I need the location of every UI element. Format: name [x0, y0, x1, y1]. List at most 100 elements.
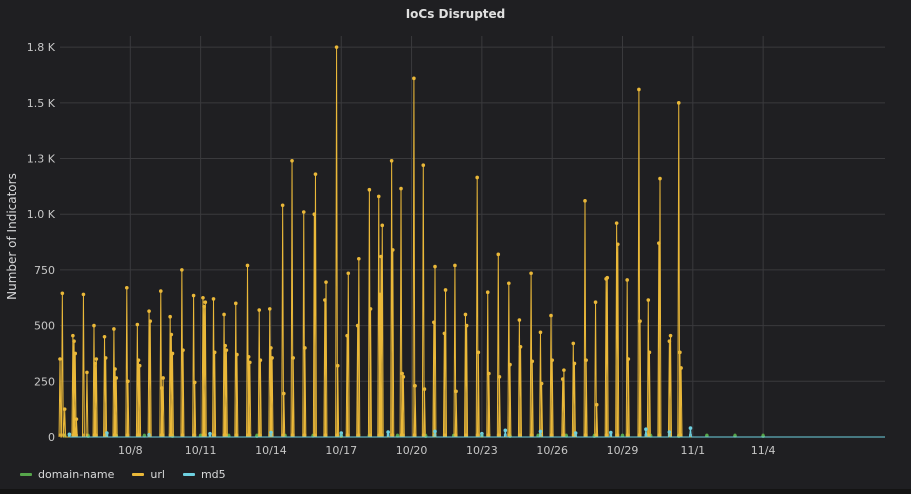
baseline-point-url	[282, 433, 286, 437]
point-url	[269, 346, 273, 350]
baseline-point-domain-name	[733, 433, 737, 437]
x-tick-label: 10/11	[185, 444, 217, 457]
baseline-point-url	[595, 433, 599, 437]
baseline-point-url	[476, 433, 480, 437]
baseline-point-md5	[503, 433, 507, 437]
baseline-point-url	[248, 433, 252, 437]
baseline-point-url	[454, 433, 458, 437]
point-url	[71, 333, 75, 338]
point-url	[379, 254, 383, 259]
point-url	[246, 355, 251, 359]
point-url	[391, 248, 395, 252]
point-url	[368, 307, 373, 311]
point-md5	[667, 430, 672, 434]
point-url	[443, 288, 448, 292]
point-url	[678, 350, 682, 355]
baseline-point-domain-name	[142, 433, 146, 437]
x-tick-label: 10/17	[325, 444, 357, 457]
baseline-point-url	[336, 433, 340, 437]
point-url	[518, 344, 523, 349]
point-url	[389, 158, 394, 163]
point-url	[530, 359, 535, 364]
baseline-point-md5	[688, 433, 692, 437]
baseline-point-url	[203, 433, 207, 437]
point-url	[270, 356, 274, 360]
baseline-point-url	[519, 433, 523, 437]
x-tick-label: 10/29	[607, 444, 639, 457]
point-url	[378, 292, 382, 297]
point-url	[496, 252, 501, 257]
baseline-point-url	[497, 433, 501, 437]
point-url	[571, 341, 576, 346]
baseline-point-url	[369, 433, 373, 437]
baseline-point-md5	[609, 433, 613, 437]
point-url	[679, 366, 683, 370]
baseline-point-url	[638, 433, 642, 437]
baseline-point-url	[193, 433, 197, 437]
point-url	[258, 358, 263, 362]
baseline-point-domain-name	[621, 433, 624, 437]
point-url	[560, 377, 565, 381]
point-url	[92, 323, 96, 328]
x-tick-label: 10/26	[536, 444, 568, 457]
point-url	[222, 312, 226, 317]
point-url	[412, 76, 416, 81]
point-url	[291, 356, 296, 360]
point-url	[324, 280, 328, 284]
baseline-point-md5	[480, 433, 484, 437]
point-url	[658, 176, 662, 181]
point-url	[453, 263, 457, 268]
x-tick-label: 10/20	[396, 444, 428, 457]
point-url	[432, 320, 436, 325]
baseline-point-url	[616, 433, 620, 437]
point-url	[301, 210, 306, 214]
y-tick-label: 1.5 K	[27, 97, 56, 110]
legend-item-domain-name[interactable]: domain-name	[20, 468, 114, 481]
baseline-point-md5	[644, 433, 648, 437]
point-url	[211, 297, 216, 301]
point-url	[136, 358, 141, 362]
point-url	[549, 313, 553, 318]
point-url	[224, 348, 229, 352]
y-tick-label: 1.0 K	[27, 208, 56, 221]
legend-item-url[interactable]: url	[132, 468, 165, 481]
point-url	[454, 389, 458, 394]
point-url	[367, 187, 372, 192]
point-url	[323, 298, 327, 302]
point-url	[113, 367, 117, 371]
legend-item-md5[interactable]: md5	[182, 468, 226, 481]
baseline-point-url	[126, 433, 130, 437]
baseline-point-url	[391, 433, 395, 437]
point-url	[593, 300, 598, 305]
point-url	[282, 391, 286, 396]
point-url	[81, 292, 86, 297]
point-md5	[269, 430, 273, 435]
point-md5	[503, 428, 508, 433]
point-url	[413, 383, 417, 388]
baseline-point-domain-name	[396, 433, 399, 437]
point-url	[74, 417, 79, 421]
point-url	[267, 307, 272, 311]
point-url	[192, 380, 197, 385]
point-url	[657, 241, 661, 245]
baseline-point-md5	[147, 433, 151, 437]
baseline-point-md5	[667, 433, 671, 437]
point-url	[335, 363, 340, 368]
point-url	[463, 312, 468, 317]
legend-label-domain-name: domain-name	[38, 468, 115, 481]
point-url	[376, 194, 381, 199]
baseline-point-domain-name	[255, 433, 259, 437]
y-axis-label: Number of Indicators	[5, 173, 19, 300]
baseline-point-md5	[574, 433, 578, 437]
point-url	[212, 350, 217, 355]
baseline-point-url	[58, 433, 62, 437]
y-tick-label: 1.3 K	[27, 153, 56, 166]
point-url	[93, 361, 97, 366]
point-url	[433, 264, 437, 269]
x-tick-label: 10/23	[466, 444, 498, 457]
baseline-point-url	[85, 433, 89, 437]
point-url	[550, 358, 554, 362]
point-url	[201, 295, 205, 300]
